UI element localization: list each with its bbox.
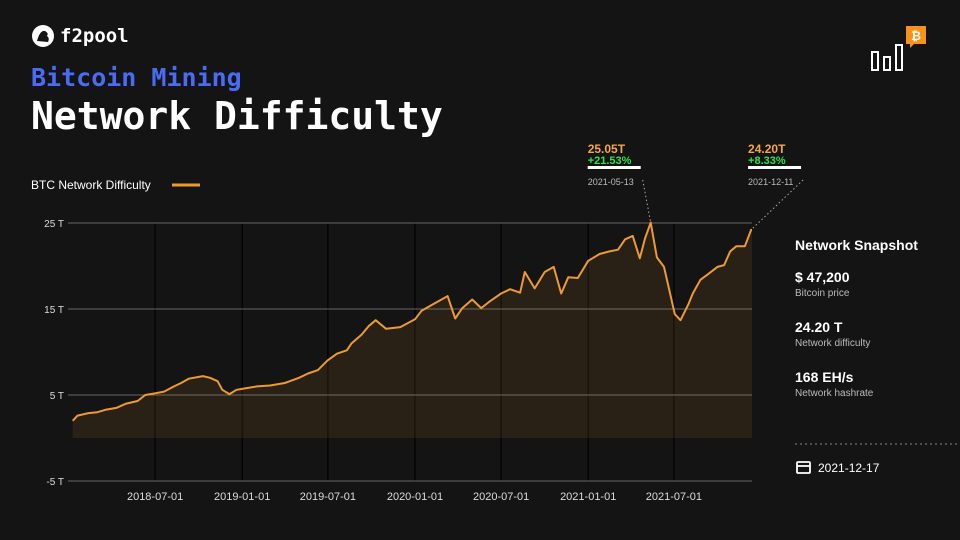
snapshot-label: Bitcoin price <box>795 288 850 299</box>
annotation-value: 25.05T <box>588 142 626 156</box>
snapshot-value: 24.20 T <box>795 319 843 335</box>
corner-icon: ₿ <box>871 26 926 71</box>
annotation-bar <box>587 166 641 169</box>
x-tick-label: 2018-07-01 <box>127 491 183 503</box>
chart: BTC Network Difficulty 2018-07-01 2019-01-… <box>31 142 804 503</box>
y-tick-label: 5 T <box>50 391 64 402</box>
x-tick-label: 2020-01-01 <box>387 491 443 503</box>
title: Network Difficulty <box>31 94 443 138</box>
snapshot-title: Network Snapshot <box>795 237 918 253</box>
annotation-leader <box>750 179 804 231</box>
annotation-date: 2021-05-13 <box>588 177 634 187</box>
x-tick-label: 2021-01-01 <box>560 491 616 503</box>
x-tick-label: 2020-07-01 <box>473 491 529 503</box>
annotation-date: 2021-12-11 <box>748 177 793 187</box>
annotation-bar <box>748 166 802 169</box>
y-tick-label: 15 T <box>44 305 64 316</box>
area <box>72 222 752 438</box>
snapshot-label: Network hashrate <box>795 388 874 399</box>
annotation-change: +8.33% <box>748 155 786 167</box>
snapshot-panel: Network Snapshot $ 47,200 Bitcoin price … <box>795 237 960 475</box>
svg-text:₿: ₿ <box>911 29 921 43</box>
difficulty-line <box>71 221 753 422</box>
snapshot-value: 168 EH/s <box>795 369 854 385</box>
y-tick-label: -5 T <box>46 477 64 488</box>
x-tick-label: 2019-07-01 <box>300 491 356 503</box>
x-tick-label: 2021-07-01 <box>646 491 702 503</box>
annotation-leader <box>642 179 652 223</box>
y-tick-label: 25 T <box>44 219 64 230</box>
snapshot-date: 2021-12-17 <box>818 461 880 475</box>
kicker: Bitcoin Mining <box>31 63 242 92</box>
logo: f2pool <box>32 25 129 47</box>
annotation-value: 24.20T <box>748 142 786 156</box>
x-tick-label: 2019-01-01 <box>214 491 270 503</box>
calendar-icon <box>796 461 811 474</box>
annotation-change: +21.53% <box>588 155 632 167</box>
snapshot-label: Network difficulty <box>795 338 870 349</box>
legend-label: BTC Network Difficulty <box>31 178 151 192</box>
brand: f2pool <box>60 25 129 47</box>
snapshot-value: $ 47,200 <box>795 269 850 285</box>
